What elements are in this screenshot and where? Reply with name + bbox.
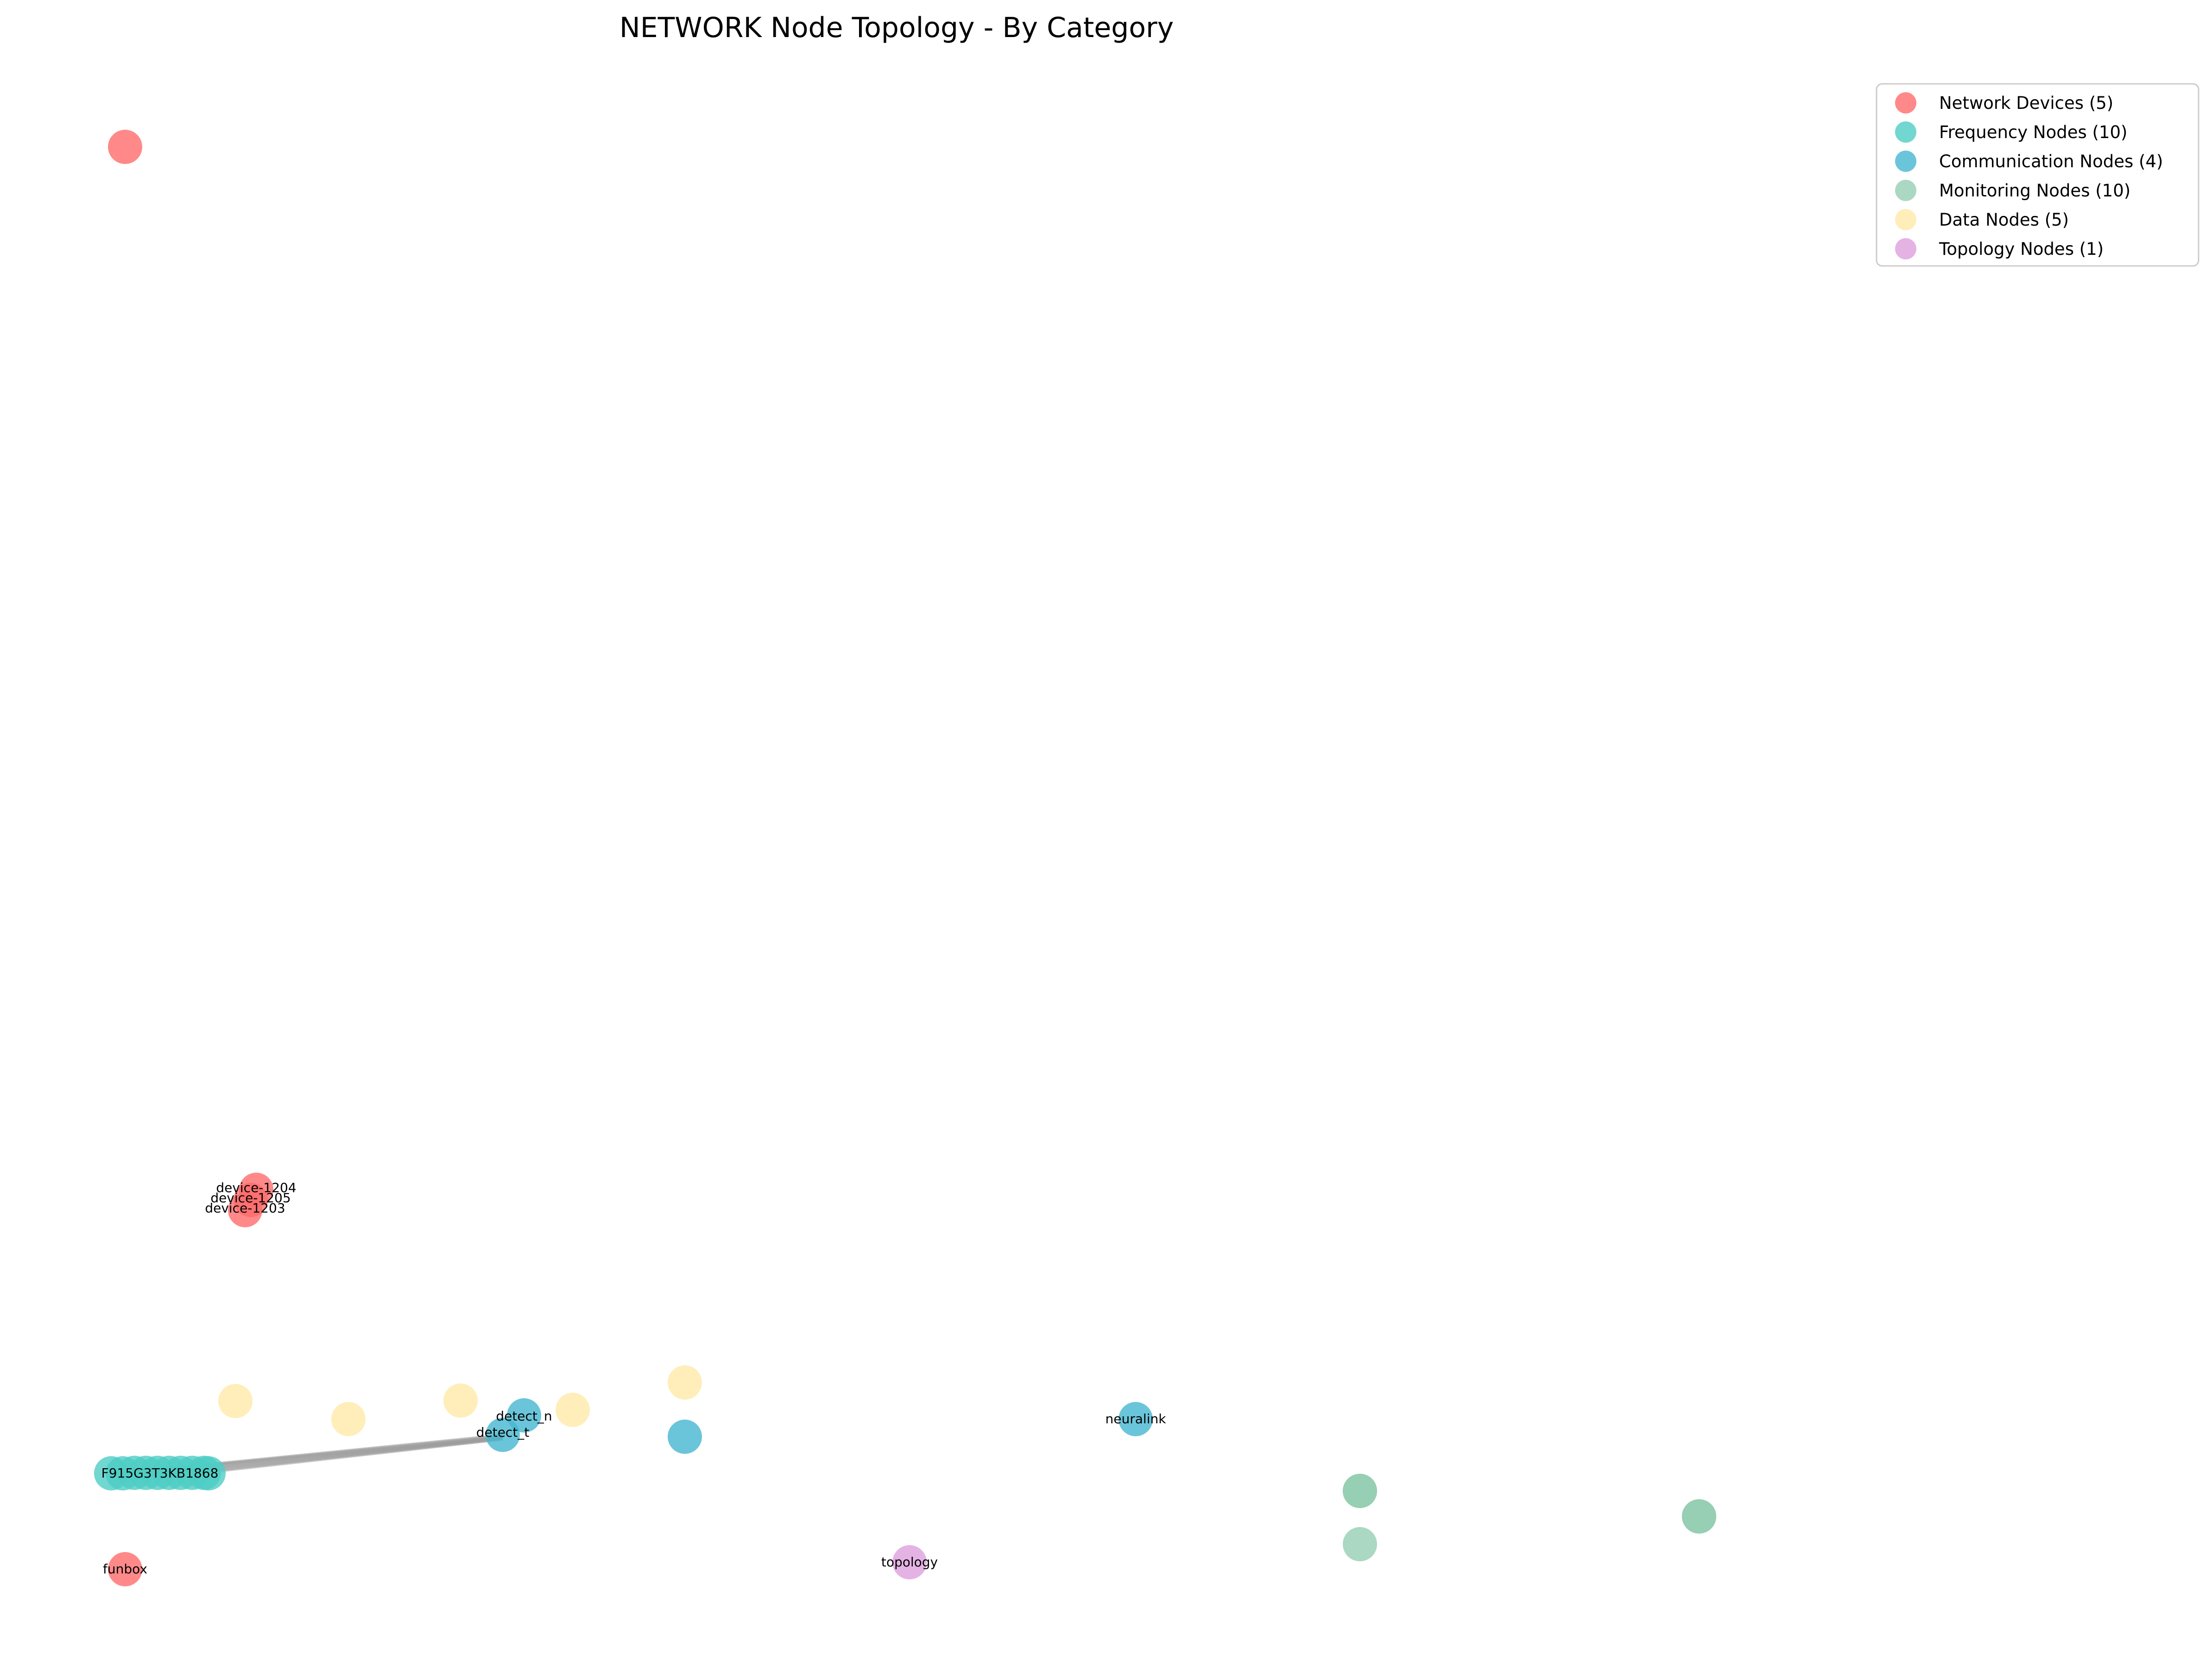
legend-item: Communication Nodes (4) bbox=[1895, 151, 2163, 172]
data-node[interactable] bbox=[443, 1383, 478, 1418]
node-label-topology: topology bbox=[881, 1554, 938, 1570]
node-labels: device-1204 device-1205 device-1203 F915… bbox=[101, 1180, 1167, 1577]
legend-marker bbox=[1895, 151, 1916, 172]
frequency-node[interactable] bbox=[191, 1456, 226, 1490]
data-node[interactable] bbox=[218, 1384, 253, 1418]
legend-label: Network Devices (5) bbox=[1939, 93, 2113, 113]
node-label-detect-t: detect_t bbox=[476, 1425, 530, 1440]
node-label-device-1205: device-1205 bbox=[210, 1190, 291, 1206]
monitoring-node[interactable] bbox=[1343, 1527, 1377, 1561]
network-device-node[interactable] bbox=[228, 1193, 262, 1227]
legend-label: Frequency Nodes (10) bbox=[1939, 122, 2127, 142]
node-label-funbox: funbox bbox=[103, 1561, 147, 1577]
node-label-frequency-cluster: F915G3T3KB1868 bbox=[101, 1465, 219, 1481]
legend: Network Devices (5) Frequency Nodes (10) C… bbox=[1876, 83, 2199, 267]
node-label-detect-n: detect_n bbox=[496, 1408, 552, 1424]
network-device-node[interactable] bbox=[108, 1552, 142, 1586]
communication-node[interactable] bbox=[486, 1418, 520, 1452]
legend-items: Network Devices (5) Frequency Nodes (10) C… bbox=[1895, 92, 2163, 259]
communication-node[interactable] bbox=[1119, 1402, 1153, 1436]
legend-item: Monitoring Nodes (10) bbox=[1895, 180, 2130, 201]
legend-item: Topology Nodes (1) bbox=[1895, 238, 2104, 259]
monitoring-node[interactable] bbox=[1682, 1499, 1716, 1534]
figure-title: NETWORK Node Topology - By Category bbox=[619, 12, 1174, 44]
data-node[interactable] bbox=[668, 1365, 702, 1400]
data-node[interactable] bbox=[556, 1393, 590, 1427]
legend-box bbox=[1876, 83, 2199, 267]
legend-label: Topology Nodes (1) bbox=[1939, 239, 2104, 259]
legend-item: Network Devices (5) bbox=[1895, 92, 2113, 114]
monitoring-node[interactable] bbox=[1343, 1474, 1377, 1508]
node-label-device-1204: device-1204 bbox=[216, 1180, 296, 1195]
legend-item: Data Nodes (5) bbox=[1895, 209, 2069, 230]
nodes bbox=[94, 130, 1716, 1586]
legend-marker bbox=[1895, 209, 1916, 230]
node-label-device-1203: device-1203 bbox=[205, 1200, 285, 1216]
legend-label: Communication Nodes (4) bbox=[1939, 152, 2163, 171]
node-label-neuralink: neuralink bbox=[1106, 1411, 1167, 1427]
network-device-node[interactable] bbox=[108, 130, 142, 164]
legend-label: Monitoring Nodes (10) bbox=[1939, 181, 2130, 201]
legend-label: Data Nodes (5) bbox=[1939, 210, 2069, 230]
edge bbox=[208, 1438, 503, 1474]
legend-marker bbox=[1895, 180, 1916, 201]
communication-node[interactable] bbox=[668, 1420, 702, 1454]
data-node[interactable] bbox=[331, 1402, 366, 1436]
legend-marker bbox=[1895, 121, 1916, 143]
legend-marker bbox=[1895, 238, 1916, 259]
legend-item: Frequency Nodes (10) bbox=[1895, 121, 2127, 143]
topology-node[interactable] bbox=[892, 1545, 927, 1579]
legend-marker bbox=[1895, 92, 1916, 114]
